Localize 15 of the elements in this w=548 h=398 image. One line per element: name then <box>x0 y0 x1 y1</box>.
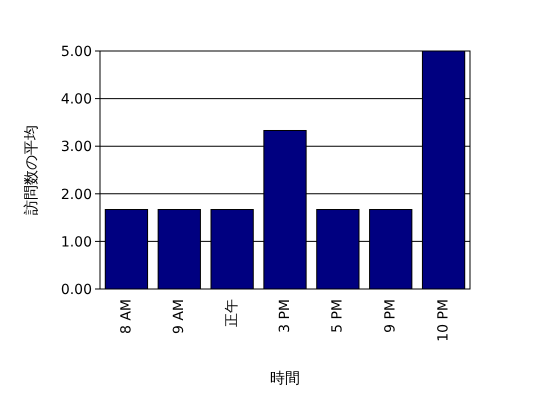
y-tick-label: 3.00 <box>60 139 92 156</box>
y-tick-label: 1.00 <box>60 234 92 250</box>
x-tick-label: 8 AM <box>118 299 134 334</box>
x-tick-label: 10 PM <box>435 299 452 342</box>
y-axis-title: 訪問数の平均 <box>22 125 40 215</box>
y-tick-label: 5.00 <box>60 44 92 60</box>
y-tick-label: 0.00 <box>60 282 92 298</box>
x-tick-label: 9 PM <box>382 299 399 333</box>
x-tick-label: 5 PM <box>330 299 346 333</box>
y-tick-label: 2.00 <box>60 186 92 203</box>
x-tick-label: 正午 <box>224 299 240 327</box>
x-tick-label: 3 PM <box>276 299 293 333</box>
x-tick-label: 9 AM <box>171 299 188 334</box>
x-axis-title: 時間 <box>270 369 300 387</box>
y-tick-label: 4.00 <box>60 92 92 108</box>
